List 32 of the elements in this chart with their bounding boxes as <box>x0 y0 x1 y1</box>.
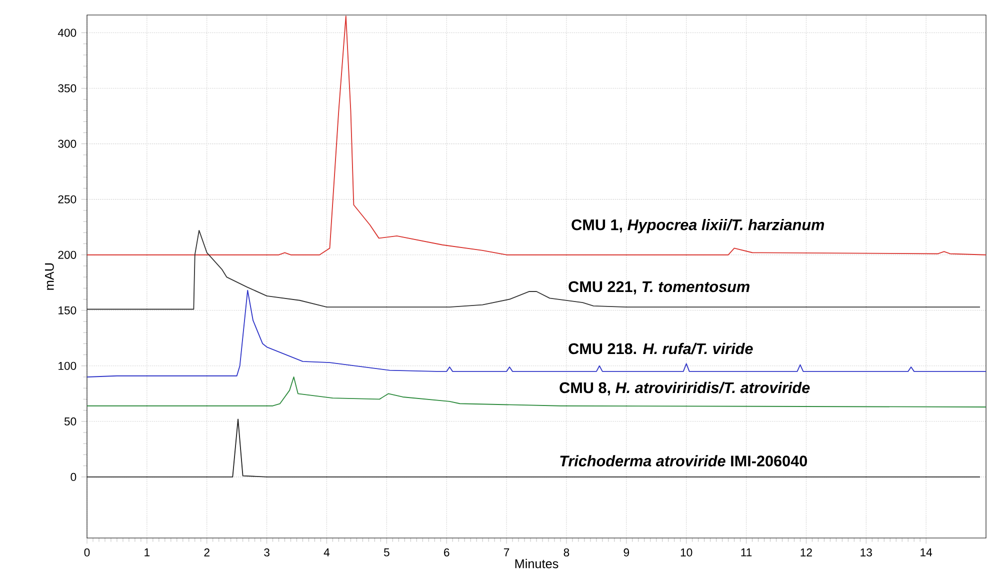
y-tick-label: 100 <box>58 362 76 370</box>
y-tick-label: 400 <box>58 28 76 37</box>
line-series <box>87 376 986 408</box>
y-tick-label: 350 <box>58 84 76 92</box>
x-tick-label: 8 <box>564 548 570 556</box>
series-label: CMU 1, Hypocrea lixii/T. harzianum <box>572 218 824 234</box>
x-tick-label: 4 <box>324 548 330 556</box>
x-tick-label: 0 <box>84 548 90 556</box>
x-tick-label: 12 <box>800 548 812 556</box>
x-tick-label: 11 <box>741 548 752 556</box>
x-tick-label: 13 <box>860 548 872 556</box>
series-label: CMU 221, T. tomentosum <box>568 281 750 294</box>
series-label: CMU 8, H. atroviriridis/T. atroviride <box>560 382 810 396</box>
x-tick-label: 14 <box>920 548 932 556</box>
x-tick-label: 7 <box>504 548 510 556</box>
x-tick-label: 10 <box>680 548 692 556</box>
x-tick-label: 1 <box>144 548 150 556</box>
y-axis-title: mAU <box>45 263 54 290</box>
series-label: Trichoderma atroviride IMI-206040 <box>560 455 808 466</box>
x-tick-label: 5 <box>384 548 390 556</box>
y-tick-label: 200 <box>58 250 76 259</box>
x-tick-label: 3 <box>264 548 270 556</box>
x-tick-label: 9 <box>624 548 630 556</box>
x-axis-title: Minutes <box>515 558 558 568</box>
series-label: CMU 218. H. rufa/T. viride <box>568 342 753 354</box>
x-tick-label: 6 <box>444 548 450 556</box>
y-tick-label: 50 <box>64 417 76 426</box>
y-tick-label: 150 <box>58 306 76 314</box>
y-tick-label: 0 <box>70 472 76 481</box>
x-tick-label: 2 <box>204 548 210 556</box>
y-tick-label: 250 <box>58 195 76 204</box>
y-tick-label: 300 <box>58 140 76 148</box>
